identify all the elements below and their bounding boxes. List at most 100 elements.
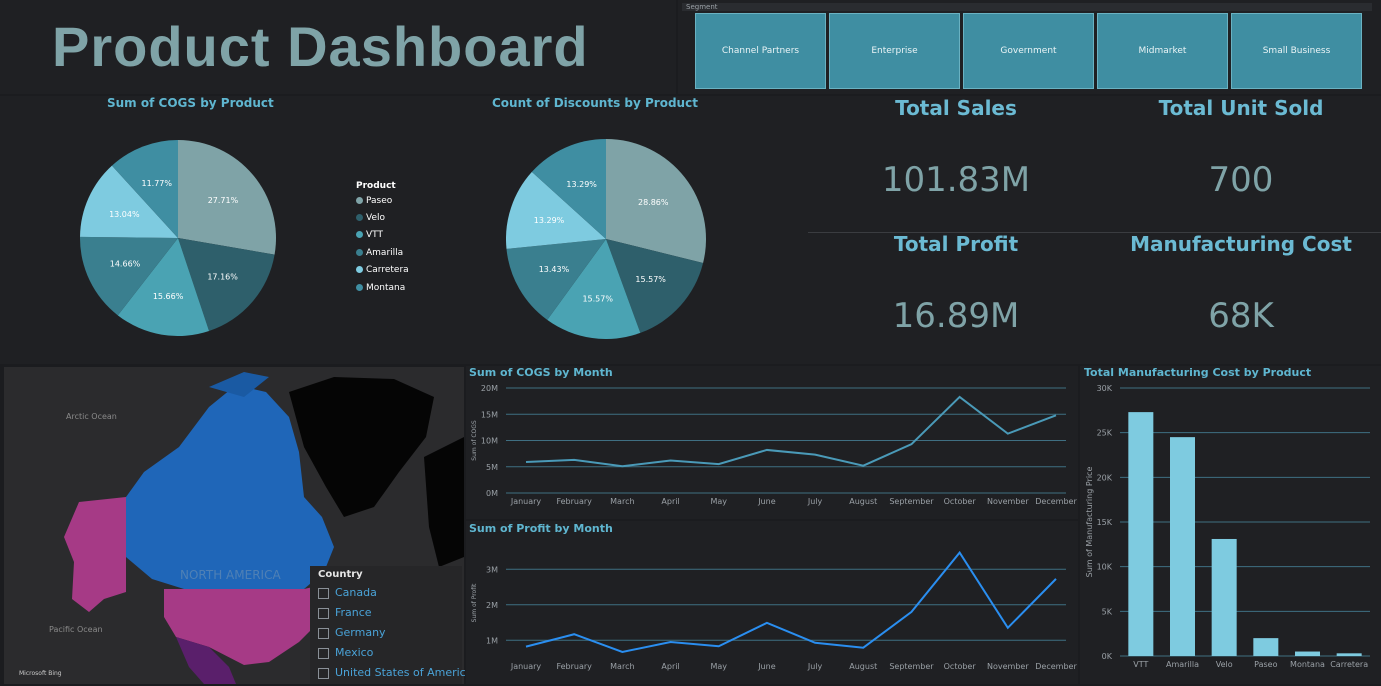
segment-button-small-business[interactable]: Small Business xyxy=(1231,13,1362,89)
legend-label: Montana xyxy=(366,283,406,293)
y-tick-label: 2M xyxy=(486,601,498,610)
x-tick-label: September xyxy=(889,662,934,671)
y-tick-label: 0K xyxy=(1102,652,1113,661)
x-tick-label: Montana xyxy=(1290,660,1325,669)
segment-button-government[interactable]: Government xyxy=(963,13,1094,89)
x-tick-label: August xyxy=(849,662,877,671)
legend-dot-carretera xyxy=(356,266,363,273)
checkbox[interactable] xyxy=(318,647,329,659)
discount-pie-chart[interactable]: 28.86% 15.57% 15.57% 13.43% 13.29% 13.29% xyxy=(506,139,706,339)
profit-month-chart[interactable]: 1M 2M 3M Sum of Profit January February March A… xyxy=(466,540,1078,680)
profit-month-title: Sum of Profit by Month xyxy=(469,522,613,535)
legend-label: Paseo xyxy=(366,196,393,206)
x-tick-label: October xyxy=(944,662,977,671)
country-option-france[interactable]: France xyxy=(318,606,372,619)
total-sales-label: Total Sales xyxy=(895,96,1017,120)
x-tick-label: March xyxy=(610,662,634,671)
pie-slice-velo[interactable] xyxy=(178,238,275,331)
y-tick-label: 25K xyxy=(1097,429,1113,438)
checkbox[interactable] xyxy=(318,667,329,679)
pie-slice-amarilla[interactable] xyxy=(506,239,606,320)
checkbox[interactable] xyxy=(318,607,329,619)
x-tick-label: June xyxy=(757,662,776,671)
country-label: Germany xyxy=(335,626,386,639)
country-option-germany[interactable]: Germany xyxy=(318,626,386,639)
map-region-usa[interactable] xyxy=(164,585,332,665)
pie-slice-carretera[interactable] xyxy=(80,165,178,238)
page-title: Product Dashboard xyxy=(52,15,589,78)
x-tick-label: April xyxy=(661,497,679,506)
checkbox[interactable] xyxy=(318,627,329,639)
y-tick-label: 30K xyxy=(1097,384,1113,393)
pie-slice-montana[interactable] xyxy=(531,139,606,239)
bar-velo[interactable] xyxy=(1211,538,1237,656)
country-label: United States of America xyxy=(335,666,473,679)
segment-button-channel-partners[interactable]: Channel Partners xyxy=(695,13,826,89)
pie-slice-velo[interactable] xyxy=(606,239,704,333)
map-canvas[interactable]: Arctic Ocean NORTH AMERICA Pacific Ocean… xyxy=(4,367,464,684)
country-label: Canada xyxy=(335,586,377,599)
map-region-mexico[interactable] xyxy=(176,637,236,684)
country-option-canada[interactable]: Canada xyxy=(318,586,377,599)
map-region-alaska[interactable] xyxy=(64,497,126,612)
map-credit: Microsoft Bing xyxy=(19,670,62,677)
total-profit-label: Total Profit xyxy=(893,232,1019,256)
bar-paseo[interactable] xyxy=(1253,638,1279,656)
country-label: Mexico xyxy=(335,646,374,659)
x-tick-label: December xyxy=(1035,497,1077,506)
x-tick-label: Amarilla xyxy=(1166,660,1199,669)
legend-item-carretera[interactable]: Carretera xyxy=(356,265,409,275)
legend-label: Carretera xyxy=(366,265,409,275)
country-option-usa[interactable]: United States of America xyxy=(318,666,472,679)
legend-item-montana[interactable]: Montana xyxy=(356,283,405,293)
mfg-cost-bar-chart[interactable]: 0K 5K 10K 15K 20K 25K 30K Sum of Manufacturing … xyxy=(1080,380,1381,680)
country-option-mexico[interactable]: Mexico xyxy=(318,646,373,659)
legend-dot-montana xyxy=(356,284,363,291)
series-line[interactable] xyxy=(525,395,1057,468)
map-region-greenland[interactable] xyxy=(289,377,434,517)
cogs-pie-chart[interactable]: 27.71% 17.16% 15.66% 14.66% 13.04% 11.77% xyxy=(80,140,276,336)
pie-slice-amarilla[interactable] xyxy=(80,236,178,316)
segment-button-enterprise[interactable]: Enterprise xyxy=(829,13,960,89)
bar-vtt[interactable] xyxy=(1128,412,1154,656)
legend-title: Product xyxy=(356,181,396,191)
legend-item-vtt[interactable]: VTT xyxy=(356,230,383,240)
segment-label: Segment xyxy=(686,3,718,11)
y-axis-label: Sum of Profit xyxy=(471,583,478,622)
pie-slice-vtt[interactable] xyxy=(117,238,210,336)
legend-item-velo[interactable]: Velo xyxy=(356,213,385,223)
legend-dot-vtt xyxy=(356,231,363,238)
kpi-divider xyxy=(808,232,1381,233)
bar-montana[interactable] xyxy=(1295,651,1320,656)
y-tick-label: 10K xyxy=(1097,563,1113,572)
legend-item-paseo[interactable]: Paseo xyxy=(356,196,392,206)
header-panel xyxy=(0,0,676,94)
pie-slice-paseo[interactable] xyxy=(178,140,276,255)
checkbox[interactable] xyxy=(318,587,329,599)
total-sales-value: 101.83M xyxy=(881,160,1031,200)
y-tick-label: 0M xyxy=(486,489,498,498)
cogs-month-title: Sum of COGS by Month xyxy=(469,366,613,379)
pie-slice-montana[interactable] xyxy=(111,140,178,238)
x-tick-label: July xyxy=(807,662,823,671)
segment-button-midmarket[interactable]: Midmarket xyxy=(1097,13,1228,89)
y-tick-label: 10M xyxy=(481,437,498,446)
pie-slice-paseo[interactable] xyxy=(606,139,706,263)
bar-carretera[interactable] xyxy=(1336,653,1362,656)
series-line[interactable] xyxy=(525,550,1057,654)
map-region-canada[interactable] xyxy=(126,385,334,589)
pie-slice-carretera[interactable] xyxy=(506,171,606,249)
map-label-arctic: Arctic Ocean xyxy=(66,412,117,421)
pie-slice-vtt[interactable] xyxy=(547,239,641,339)
kpi-panel xyxy=(808,96,1381,364)
cogs-month-chart[interactable]: 0M 5M 10M 15M 20M Sum of COGS January February M… xyxy=(466,380,1078,510)
legend-item-amarilla[interactable]: Amarilla xyxy=(356,248,403,258)
y-tick-label: 5K xyxy=(1102,607,1113,616)
pie-slice-label: 13.04% xyxy=(109,210,140,219)
x-tick-label: VTT xyxy=(1133,660,1148,669)
bar-amarilla[interactable] xyxy=(1170,437,1195,656)
y-tick-label: 5M xyxy=(486,463,498,472)
x-tick-label: September xyxy=(889,497,934,506)
legend-dot-amarilla xyxy=(356,249,363,256)
mfg-cost-label: Manufacturing Cost xyxy=(1130,232,1352,256)
